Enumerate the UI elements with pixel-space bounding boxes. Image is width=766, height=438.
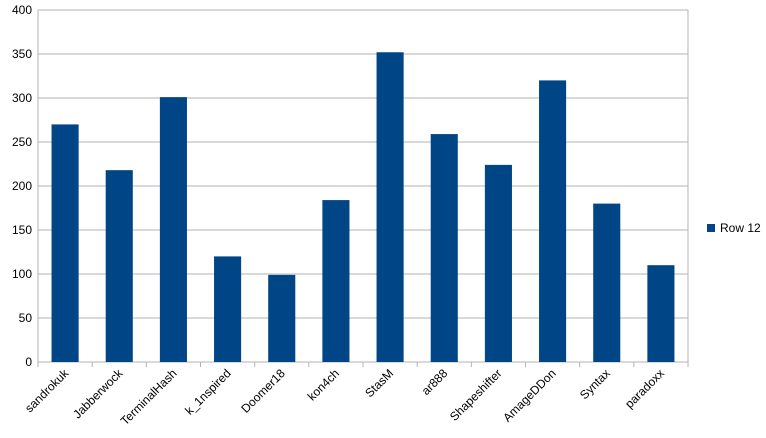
x-tick-label: Syntax — [577, 366, 613, 402]
bar — [105, 170, 133, 362]
bar — [593, 203, 621, 362]
bar — [214, 256, 242, 362]
bar — [159, 97, 187, 363]
x-tick-label: paradoxx — [622, 366, 667, 411]
legend-label: Row 12 — [720, 221, 761, 235]
x-tick-label: ar888 — [419, 366, 451, 398]
y-tick-label: 200 — [12, 179, 32, 193]
y-tick-label: 400 — [12, 3, 32, 17]
bar — [484, 164, 512, 362]
x-tick-label: k_1nspired — [182, 366, 233, 417]
y-tick-label: 150 — [12, 223, 32, 237]
legend-swatch — [707, 224, 715, 232]
y-tick-label: 250 — [12, 135, 32, 149]
bar — [430, 134, 458, 362]
bar — [51, 124, 79, 363]
bar — [268, 274, 296, 362]
x-tick-label: StasM — [362, 366, 396, 400]
y-tick-label: 50 — [19, 311, 33, 325]
bar — [322, 200, 350, 362]
x-tick-label: Doomer18 — [238, 366, 288, 416]
x-tick-label: Shapeshifter — [447, 366, 505, 424]
bar — [647, 265, 675, 362]
x-tick-label: sandrokuk — [22, 366, 72, 416]
y-tick-label: 350 — [12, 47, 32, 61]
y-tick-label: 0 — [25, 355, 32, 369]
x-tick-label: AmageDDon — [500, 366, 558, 424]
x-tick-label: Jabberwock — [70, 366, 126, 422]
bar — [376, 52, 404, 363]
y-tick-label: 300 — [12, 91, 32, 105]
bar — [539, 80, 567, 363]
x-tick-label: TerminalHash — [118, 366, 180, 428]
y-tick-label: 100 — [12, 267, 32, 281]
x-tick-label: kon4ch — [305, 366, 342, 403]
